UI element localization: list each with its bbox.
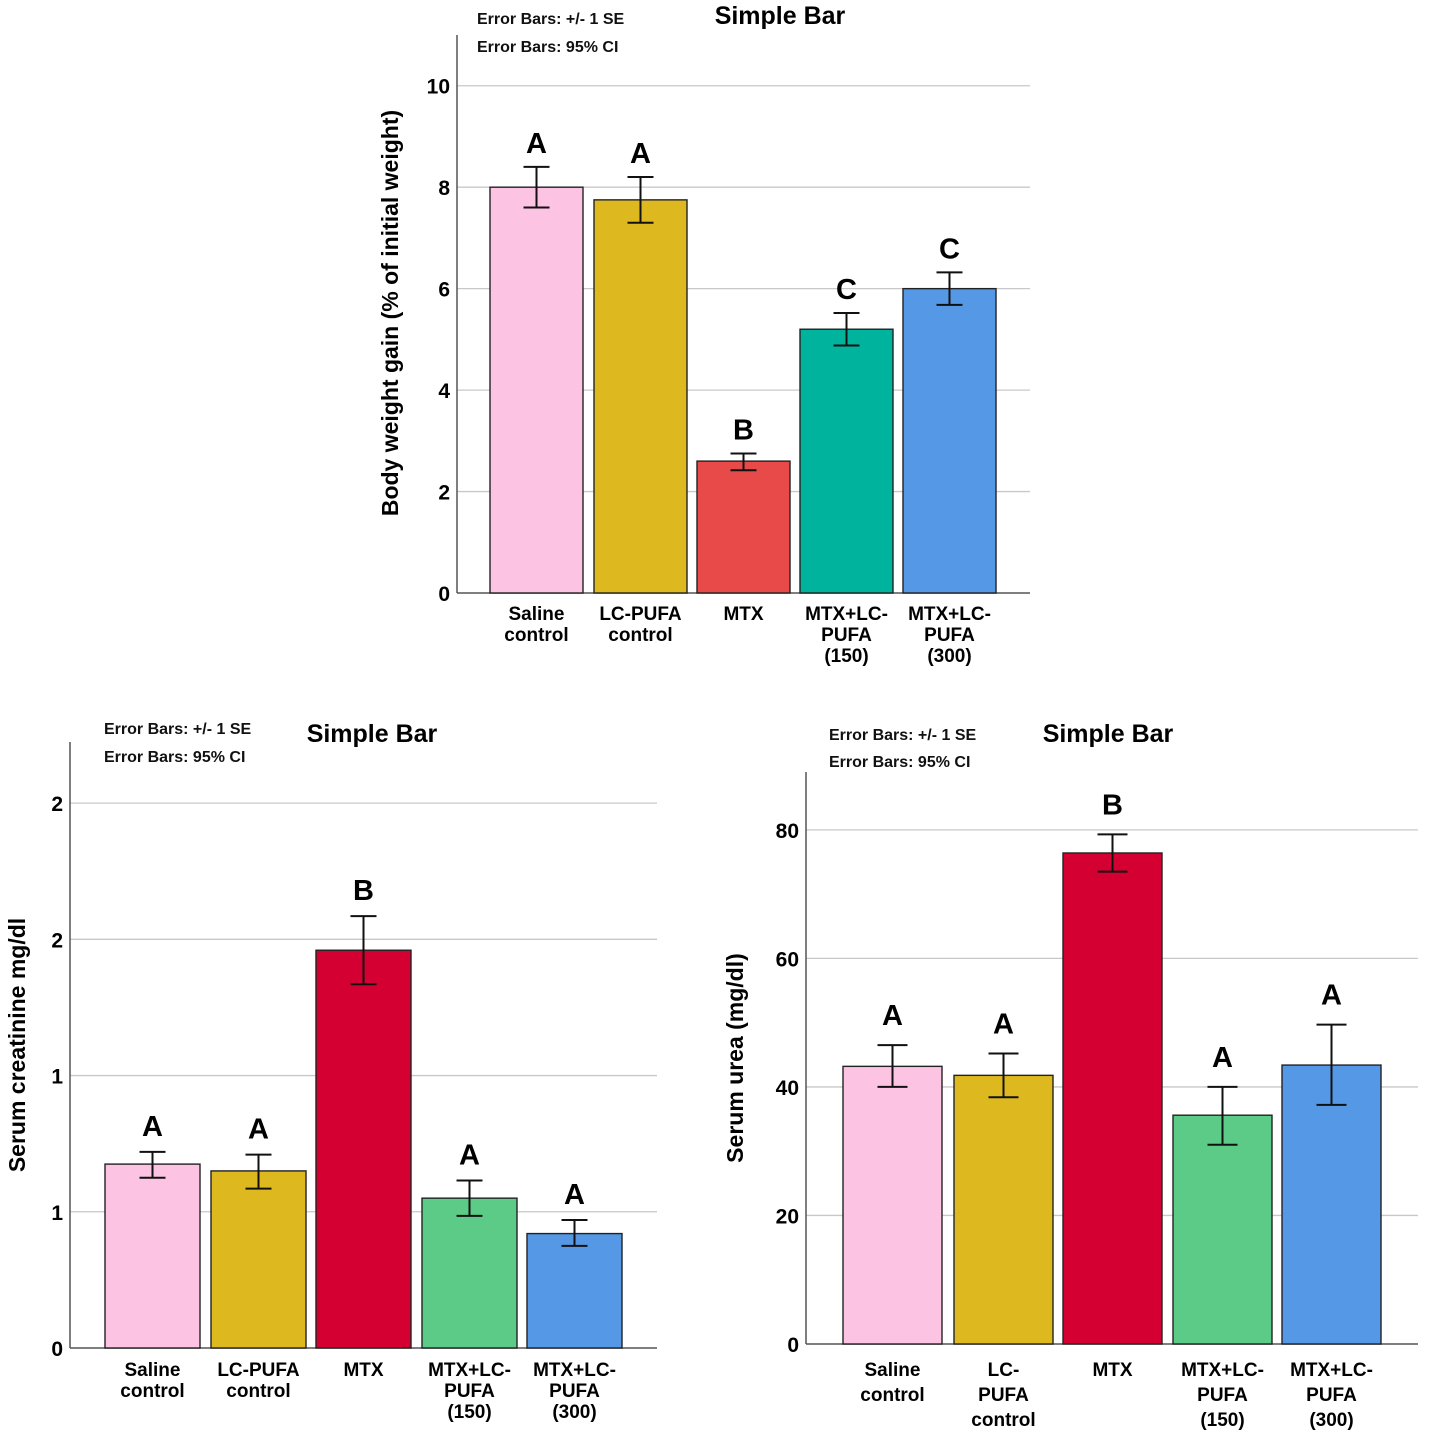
x-category-label: MTX+LC-PUFA (300) bbox=[533, 1360, 616, 1423]
bar bbox=[210, 1170, 307, 1349]
significance-letter: A bbox=[1321, 980, 1342, 1012]
x-category-label: MTX+LC-PUFA (150) bbox=[1181, 1360, 1264, 1431]
x-category-label: Saline control bbox=[860, 1360, 924, 1406]
significance-letter: C bbox=[939, 233, 960, 265]
bar bbox=[799, 328, 894, 594]
significance-letter: A bbox=[630, 138, 651, 170]
significance-letter: C bbox=[836, 274, 857, 306]
y-tick-label: 6 bbox=[438, 279, 450, 302]
y-tick-label: 0 bbox=[51, 1338, 63, 1361]
y-tick-label: 1 bbox=[51, 1066, 63, 1089]
x-category-label: Saline control bbox=[120, 1360, 184, 1402]
y-tick-label: 8 bbox=[438, 177, 450, 200]
y-axis-label: Body weight gain (% of initial weight) bbox=[377, 110, 403, 516]
y-tick-label: 20 bbox=[776, 1205, 799, 1228]
bar bbox=[696, 460, 791, 594]
bar bbox=[593, 199, 688, 594]
error-bar-note: Error Bars: 95% CI bbox=[829, 754, 970, 771]
y-tick-label: 10 bbox=[427, 76, 450, 99]
bar bbox=[842, 1065, 943, 1345]
significance-letter: A bbox=[993, 1009, 1014, 1041]
error-bar-note: Error Bars: +/- 1 SE bbox=[829, 727, 977, 744]
significance-letter: A bbox=[526, 128, 547, 160]
significance-letter: A bbox=[1212, 1042, 1233, 1074]
chart-title: Simple Bar bbox=[715, 2, 846, 30]
y-axis-label: Serum urea (mg/dl) bbox=[722, 953, 748, 1163]
chart-creatinine: 0 1 1 2 2 Simple Bar Error Bars: +/- 1 SE Error… bbox=[4, 720, 657, 1423]
y-axis-label: Serum creatinine mg/dl bbox=[4, 918, 30, 1172]
x-category-label: Saline control bbox=[504, 604, 568, 646]
significance-letter: A bbox=[459, 1139, 480, 1171]
x-category-label: LC-PUFA control bbox=[217, 1360, 300, 1402]
error-bar-note: Error Bars: 95% CI bbox=[477, 39, 618, 56]
y-tick-label: 60 bbox=[776, 948, 799, 971]
significance-letter: B bbox=[1102, 789, 1123, 821]
bar bbox=[526, 1232, 623, 1349]
x-category-label: MTX bbox=[343, 1360, 383, 1381]
bar bbox=[421, 1197, 518, 1349]
bar bbox=[315, 949, 412, 1349]
bar bbox=[902, 287, 997, 594]
bar bbox=[1062, 852, 1163, 1345]
y-tick-label: 2 bbox=[51, 929, 63, 952]
x-category-label: MTX+LC-PUFA (150) bbox=[805, 604, 888, 667]
chart-title: Simple Bar bbox=[1043, 720, 1174, 748]
error-bar-note: Error Bars: 95% CI bbox=[104, 749, 245, 766]
x-category-label: LC-PUFA control bbox=[971, 1360, 1035, 1431]
y-tick-label: 4 bbox=[438, 380, 450, 403]
y-tick-label: 0 bbox=[787, 1334, 799, 1357]
significance-letter: A bbox=[882, 1000, 903, 1032]
bar bbox=[953, 1074, 1054, 1345]
x-category-label: MTX bbox=[723, 604, 763, 625]
y-tick-label: 2 bbox=[438, 482, 450, 505]
y-tick-label: 2 bbox=[51, 793, 63, 816]
x-category-label: MTX+LC-PUFA (150) bbox=[428, 1360, 511, 1423]
x-category-label: MTX+LC-PUFA (300) bbox=[1290, 1360, 1373, 1431]
chart-body-weight: 0 2 4 6 8 10 Simple Bar Error Bars: +/- 1 SE Err… bbox=[377, 2, 1030, 667]
significance-letter: A bbox=[248, 1114, 269, 1146]
x-category-label: LC-PUFA control bbox=[599, 604, 682, 646]
y-tick-label: 0 bbox=[438, 583, 450, 606]
significance-letter: A bbox=[142, 1111, 163, 1143]
error-bar-note: Error Bars: +/- 1 SE bbox=[104, 721, 252, 738]
significance-letter: A bbox=[564, 1179, 585, 1211]
chart-urea: 0 20 40 60 80 Simple Bar Error Bars: +/- 1 SE E… bbox=[722, 720, 1418, 1431]
bar bbox=[104, 1163, 201, 1349]
chart-title: Simple Bar bbox=[307, 720, 438, 748]
bar bbox=[1172, 1114, 1273, 1345]
error-bar-note: Error Bars: +/- 1 SE bbox=[477, 11, 625, 28]
bar bbox=[1281, 1064, 1382, 1345]
y-tick-label: 1 bbox=[51, 1202, 63, 1225]
bar bbox=[489, 186, 584, 594]
y-tick-label: 80 bbox=[776, 820, 799, 843]
significance-letter: B bbox=[733, 415, 754, 447]
significance-letter: B bbox=[353, 875, 374, 907]
y-tick-label: 40 bbox=[776, 1077, 799, 1100]
x-category-label: MTX+LC-PUFA (300) bbox=[908, 604, 991, 667]
x-category-label: MTX bbox=[1092, 1360, 1132, 1381]
